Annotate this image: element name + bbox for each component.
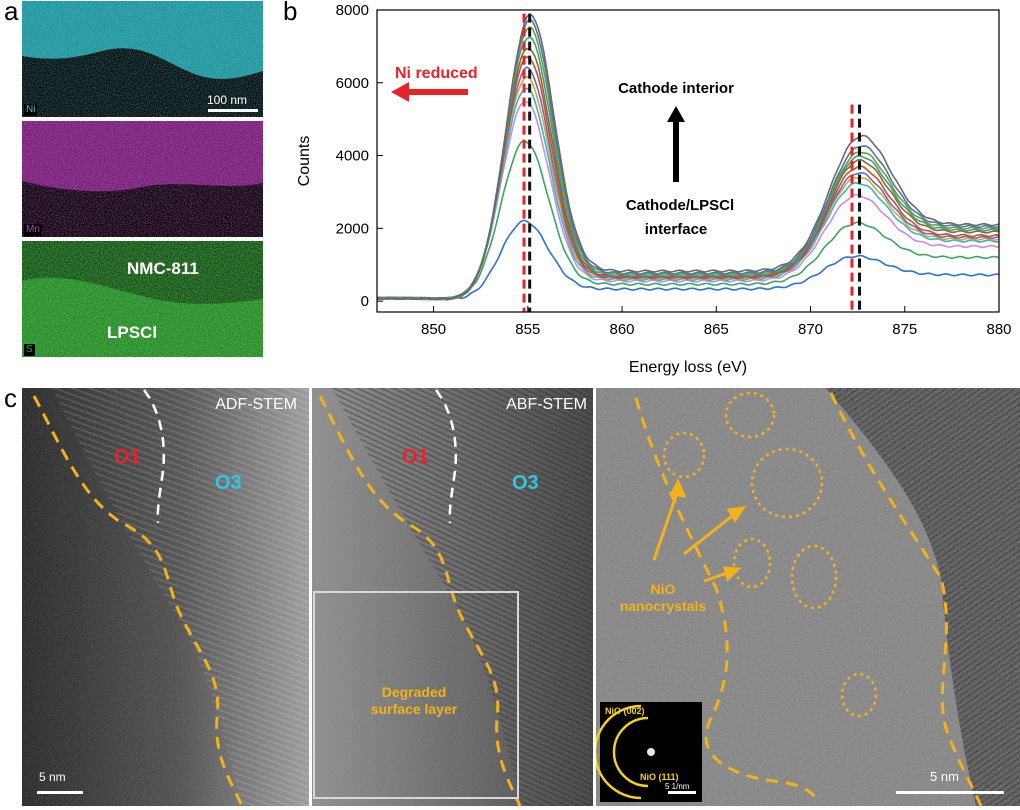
fft-ring2-label: NiO (111) <box>640 772 679 782</box>
spectrum-series-line <box>376 66 1000 301</box>
ni-map: Ni 100 nm <box>22 1 263 117</box>
plot-frame <box>376 9 1000 313</box>
mn-tag: Mn <box>24 224 42 236</box>
x-tick-label: 870 <box>798 321 823 338</box>
spectrum-series-line <box>376 18 1000 301</box>
nio-nanocrystals-label: NiO nanocrystals <box>598 581 728 615</box>
map-scale-bar <box>208 109 258 112</box>
degraded-line2: surface layer <box>370 701 458 717</box>
map-scale-label: 100 nm <box>207 93 248 107</box>
fft-ring1-label: NiO (002) <box>605 706 645 716</box>
y-tick-label: 4000 <box>336 148 369 165</box>
x-tick-label: 875 <box>892 321 917 338</box>
scale-label-right: 5 nm <box>930 769 959 784</box>
interface-label-line2: interface <box>645 221 708 238</box>
spectrum-series-line <box>376 13 1000 301</box>
nio-line2: nanocrystals <box>619 598 707 614</box>
panel-label-c: c <box>4 383 17 413</box>
ni-reduced-label: Ni reduced <box>395 65 478 82</box>
abf-stem-label: ABF-STEM <box>506 396 587 413</box>
interior-arrow <box>667 106 685 182</box>
eels-chart: 850 855 860 865 870 875 880 0 2000 4000 6000 8000 C… <box>296 2 1012 376</box>
scale-bar-left <box>37 791 83 794</box>
x-tick-label: 855 <box>515 321 540 338</box>
adf-o1-label: O1 <box>114 446 141 468</box>
abf-stem-image: ABF-STEM O1 O3 Degraded surface layer <box>312 388 593 806</box>
x-tick-label: 880 <box>986 321 1011 338</box>
spectrum-series-line <box>376 140 1000 301</box>
panel-label-a: a <box>4 0 19 26</box>
x-axis-label: Energy loss (eV) <box>629 359 747 376</box>
y-tick-label: 0 <box>361 293 369 310</box>
lpscl-label: LPSCl <box>107 323 158 342</box>
panel-label-b: b <box>283 0 298 26</box>
spectrum-series-line <box>376 219 1000 301</box>
interface-label-line1: Cathode/LPSCl <box>626 197 734 214</box>
scale-bar-right <box>896 791 1004 794</box>
spectrum-series-line <box>376 75 1000 301</box>
mn-map: Mn <box>22 121 263 237</box>
x-tick-label: 850 <box>421 321 446 338</box>
abf-o3-label: O3 <box>512 472 539 494</box>
spectrum-series-line <box>376 87 1000 301</box>
fft-scale-label: 5 1/nm <box>665 782 690 791</box>
scale-label-left: 5 nm <box>39 770 66 784</box>
adf-stem-label: ADF-STEM <box>215 396 297 413</box>
s-map: NMC-811 LPSCl S <box>22 241 263 357</box>
x-tick-label: 860 <box>610 321 635 338</box>
adf-o3-label: O3 <box>215 472 242 494</box>
y-tick-label: 6000 <box>336 75 369 92</box>
y-tick-label: 8000 <box>336 2 369 19</box>
cathode-interior-label: Cathode interior <box>618 80 734 97</box>
y-tick-label: 2000 <box>336 220 369 237</box>
nio-line1: NiO <box>650 581 676 597</box>
s-tag: S <box>24 344 35 356</box>
ni-tag: Ni <box>24 104 38 116</box>
degraded-line1: Degraded <box>381 684 447 700</box>
nmc-label: NMC-811 <box>127 259 199 278</box>
adf-stem-image: ADF-STEM O1 O3 5 nm <box>22 388 309 806</box>
y-axis-label: Counts <box>296 136 313 187</box>
ni-reduced-arrow <box>391 82 468 102</box>
abf-o1-label: O1 <box>402 446 429 468</box>
hrtem-image: NiO nanocrystals NiO (002) NiO (111) 5 1… <box>596 388 1020 806</box>
degraded-layer-label: Degraded surface layer <box>358 684 470 718</box>
x-tick-label: 865 <box>704 321 729 338</box>
